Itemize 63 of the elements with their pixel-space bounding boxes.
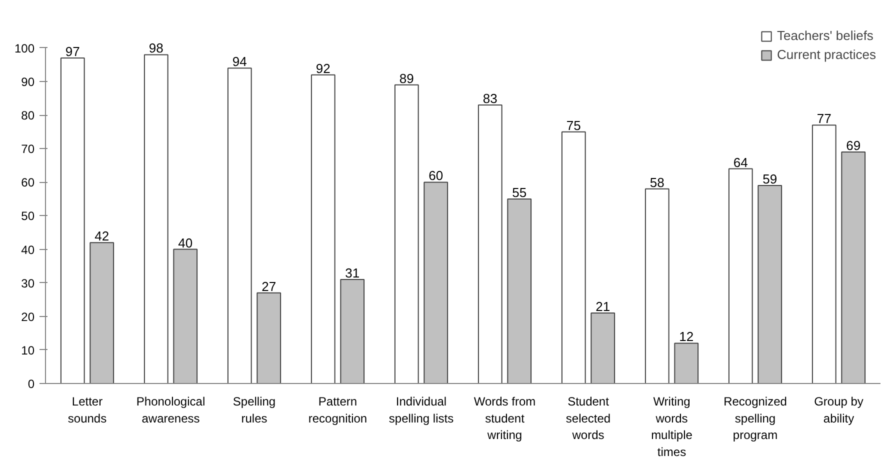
- x-tick-label: Pattern recognition: [308, 394, 368, 426]
- data-label: 64: [733, 154, 748, 170]
- data-label: 42: [94, 228, 110, 244]
- x-tick-label: Letter sounds: [68, 394, 107, 426]
- x-tick-label: Recognized spelling program: [724, 394, 787, 442]
- bar: [674, 342, 699, 384]
- data-label: 59: [762, 172, 778, 187]
- y-tick-label: 30: [21, 276, 35, 290]
- y-tick-label: 70: [21, 142, 35, 156]
- bar: [841, 151, 866, 384]
- y-tick-label: 40: [21, 242, 35, 257]
- bar: [340, 278, 365, 384]
- legend-label: Current practices: [777, 47, 876, 62]
- x-tick-label: Writing words multiple times: [651, 394, 693, 459]
- bar: [728, 168, 753, 384]
- bar: [90, 242, 114, 384]
- legend-label: Teachers' beliefs: [777, 28, 874, 43]
- data-label: 27: [262, 278, 276, 294]
- bar: [310, 74, 336, 384]
- data-label: 92: [316, 60, 330, 76]
- bar: [561, 131, 586, 384]
- data-label: 12: [679, 329, 694, 344]
- y-tick-label: 20: [21, 310, 35, 324]
- data-label: 40: [178, 235, 193, 250]
- data-label: 60: [428, 168, 444, 184]
- bar: [812, 124, 836, 384]
- bar: [590, 312, 616, 384]
- x-tick-label: Words from student writing: [474, 394, 536, 442]
- bar: [478, 104, 502, 384]
- y-tick-label: 90: [21, 75, 35, 90]
- data-label: 55: [512, 184, 527, 200]
- bar: [227, 68, 252, 384]
- data-label: 31: [345, 265, 360, 280]
- x-tick-label: Individual spelling lists: [388, 394, 454, 426]
- bar: [173, 248, 198, 384]
- data-label: 77: [816, 111, 832, 126]
- bar: [144, 54, 168, 384]
- bar: [507, 198, 532, 384]
- x-tick-label: Student selected words: [566, 394, 611, 442]
- data-label: 98: [148, 40, 164, 56]
- x-tick-label: Phonological awareness: [136, 394, 206, 426]
- y-tick-label: 50: [21, 209, 35, 224]
- bar: [644, 188, 670, 384]
- x-tick-label: Spelling rules: [232, 394, 276, 426]
- bar: [394, 84, 419, 384]
- y-tick-label: 0: [28, 377, 35, 391]
- bar: [424, 182, 448, 384]
- y-tick-label: 10: [21, 343, 35, 358]
- data-label: 89: [399, 70, 414, 86]
- y-tick-label: 60: [21, 176, 35, 190]
- data-label: 94: [232, 54, 247, 70]
- y-tick-label: 100: [14, 41, 35, 56]
- bar: [60, 58, 85, 384]
- data-label: 21: [596, 299, 610, 314]
- bar: [758, 185, 782, 384]
- bar: [256, 292, 282, 384]
- data-label: 83: [482, 91, 498, 106]
- data-label: 58: [650, 174, 664, 190]
- data-label: 75: [566, 118, 581, 133]
- y-tick-label: 80: [21, 108, 35, 123]
- data-label: 69: [846, 138, 861, 153]
- x-tick-label: Group by ability: [814, 394, 864, 426]
- data-label: 97: [65, 44, 80, 60]
